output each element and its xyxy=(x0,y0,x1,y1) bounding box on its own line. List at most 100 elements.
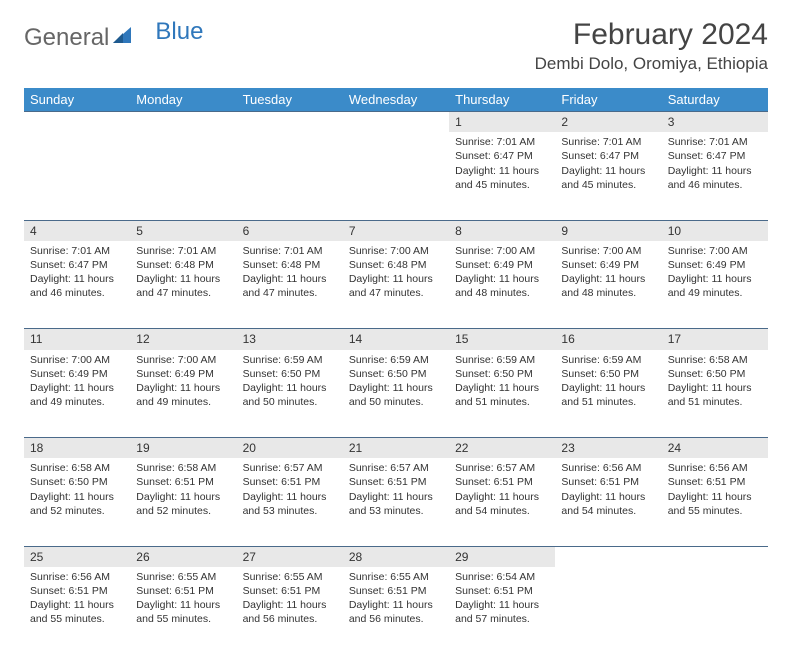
sunset-text: Sunset: 6:51 PM xyxy=(455,475,549,489)
empty-daynum xyxy=(343,112,449,133)
sunrise-text: Sunrise: 6:54 AM xyxy=(455,570,549,584)
content-row: Sunrise: 6:56 AM Sunset: 6:51 PM Daylight:… xyxy=(24,567,768,655)
day-cell: Sunrise: 7:01 AMSunset: 6:48 PMDaylight:… xyxy=(237,241,343,329)
sunset-text: Sunset: 6:49 PM xyxy=(561,258,655,272)
sunset-text: Sunset: 6:51 PM xyxy=(136,475,230,489)
sunset-text: Sunset: 6:49 PM xyxy=(30,367,124,381)
sunset-text: Sunset: 6:50 PM xyxy=(349,367,443,381)
daylight-text: Daylight: 11 hours and 48 minutes. xyxy=(455,272,549,300)
day-cell: Sunrise: 7:01 AMSunset: 6:47 PMDaylight:… xyxy=(555,132,661,220)
daylight-text: Daylight: 11 hours and 52 minutes. xyxy=(136,490,230,518)
day-cell: Sunrise: 6:57 AMSunset: 6:51 PMDaylight:… xyxy=(343,458,449,546)
sunrise-text: Sunrise: 6:56 AM xyxy=(668,461,762,475)
day-number: 8 xyxy=(449,220,555,241)
title-block: February 2024 Dembi Dolo, Oromiya, Ethio… xyxy=(535,18,768,74)
daylight-text: Daylight: 11 hours and 53 minutes. xyxy=(243,490,337,518)
empty-daynum xyxy=(24,112,130,133)
sunrise-text: Sunrise: 6:58 AM xyxy=(30,461,124,475)
sunrise-text: Sunrise: 6:58 AM xyxy=(668,353,762,367)
daylight-text: Daylight: 11 hours and 47 minutes. xyxy=(136,272,230,300)
sunrise-text: Sunrise: 7:01 AM xyxy=(243,244,337,258)
weekday-header: Sunday xyxy=(24,88,130,112)
daylight-text: Daylight: 11 hours and 48 minutes. xyxy=(561,272,655,300)
sunrise-text: Sunrise: 7:00 AM xyxy=(349,244,443,258)
day-number: 25 xyxy=(24,546,130,567)
sunset-text: Sunset: 6:51 PM xyxy=(561,475,655,489)
location: Dembi Dolo, Oromiya, Ethiopia xyxy=(535,54,768,74)
sunrise-text: Sunrise: 6:57 AM xyxy=(349,461,443,475)
sunset-text: Sunset: 6:49 PM xyxy=(455,258,549,272)
sunrise-text: Sunrise: 6:58 AM xyxy=(136,461,230,475)
day-number: 1 xyxy=(449,112,555,133)
day-number: 5 xyxy=(130,220,236,241)
sunset-text: Sunset: 6:51 PM xyxy=(136,584,230,598)
day-number: 20 xyxy=(237,438,343,459)
day-number: 23 xyxy=(555,438,661,459)
sunset-text: Sunset: 6:50 PM xyxy=(455,367,549,381)
empty-cell xyxy=(662,567,768,655)
daylight-text: Daylight: 11 hours and 57 minutes. xyxy=(455,598,549,626)
daylight-text: Daylight: 11 hours and 55 minutes. xyxy=(668,490,762,518)
day-cell: Sunrise: 6:58 AMSunset: 6:50 PMDaylight:… xyxy=(662,350,768,438)
sunset-text: Sunset: 6:50 PM xyxy=(561,367,655,381)
logo: General Blue xyxy=(24,24,203,52)
weekday-header: Tuesday xyxy=(237,88,343,112)
daylight-text: Daylight: 11 hours and 55 minutes. xyxy=(30,598,124,626)
daylight-text: Daylight: 11 hours and 49 minutes. xyxy=(30,381,124,409)
sunset-text: Sunset: 6:51 PM xyxy=(668,475,762,489)
daylight-text: Daylight: 11 hours and 45 minutes. xyxy=(455,164,549,192)
sunset-text: Sunset: 6:51 PM xyxy=(349,584,443,598)
day-number: 14 xyxy=(343,329,449,350)
day-number: 3 xyxy=(662,112,768,133)
sunrise-text: Sunrise: 7:00 AM xyxy=(30,353,124,367)
day-cell: Sunrise: 7:01 AMSunset: 6:48 PMDaylight:… xyxy=(130,241,236,329)
header: General Blue February 2024 Dembi Dolo, O… xyxy=(24,18,768,74)
daynum-row: 18192021222324 xyxy=(24,438,768,459)
sunrise-text: Sunrise: 7:00 AM xyxy=(455,244,549,258)
empty-daynum xyxy=(662,546,768,567)
weekday-header-row: Sunday Monday Tuesday Wednesday Thursday… xyxy=(24,88,768,112)
sunrise-text: Sunrise: 7:01 AM xyxy=(668,135,762,149)
daylight-text: Daylight: 11 hours and 49 minutes. xyxy=(668,272,762,300)
sunrise-text: Sunrise: 6:59 AM xyxy=(349,353,443,367)
sunrise-text: Sunrise: 6:56 AM xyxy=(30,570,124,584)
empty-daynum xyxy=(237,112,343,133)
sunset-text: Sunset: 6:48 PM xyxy=(243,258,337,272)
day-number: 29 xyxy=(449,546,555,567)
weekday-header: Saturday xyxy=(662,88,768,112)
sunset-text: Sunset: 6:47 PM xyxy=(561,149,655,163)
daynum-row: 11121314151617 xyxy=(24,329,768,350)
empty-cell xyxy=(237,132,343,220)
daylight-text: Daylight: 11 hours and 51 minutes. xyxy=(561,381,655,409)
sunset-text: Sunset: 6:47 PM xyxy=(30,258,124,272)
daylight-text: Daylight: 11 hours and 53 minutes. xyxy=(349,490,443,518)
daylight-text: Daylight: 11 hours and 47 minutes. xyxy=(243,272,337,300)
day-number: 26 xyxy=(130,546,236,567)
day-cell: Sunrise: 7:00 AMSunset: 6:49 PMDaylight:… xyxy=(555,241,661,329)
weekday-header: Monday xyxy=(130,88,236,112)
day-cell: Sunrise: 6:55 AMSunset: 6:51 PMDaylight:… xyxy=(343,567,449,655)
weekday-header: Wednesday xyxy=(343,88,449,112)
sunrise-text: Sunrise: 7:00 AM xyxy=(668,244,762,258)
day-cell: Sunrise: 7:00 AMSunset: 6:49 PMDaylight:… xyxy=(449,241,555,329)
day-cell: Sunrise: 6:55 AMSunset: 6:51 PMDaylight:… xyxy=(130,567,236,655)
month-title: February 2024 xyxy=(535,18,768,52)
sunset-text: Sunset: 6:50 PM xyxy=(668,367,762,381)
daylight-text: Daylight: 11 hours and 51 minutes. xyxy=(455,381,549,409)
sunrise-text: Sunrise: 6:59 AM xyxy=(243,353,337,367)
day-cell: Sunrise: 7:00 AMSunset: 6:49 PMDaylight:… xyxy=(130,350,236,438)
day-cell: Sunrise: 6:57 AMSunset: 6:51 PMDaylight:… xyxy=(237,458,343,546)
daylight-text: Daylight: 11 hours and 50 minutes. xyxy=(243,381,337,409)
empty-cell xyxy=(24,132,130,220)
sunrise-text: Sunrise: 7:01 AM xyxy=(30,244,124,258)
content-row: Sunrise: 7:01 AMSunset: 6:47 PMDaylight:… xyxy=(24,132,768,220)
empty-daynum xyxy=(130,112,236,133)
day-cell: Sunrise: 6:56 AMSunset: 6:51 PMDaylight:… xyxy=(662,458,768,546)
day-number: 13 xyxy=(237,329,343,350)
sunset-text: Sunset: 6:47 PM xyxy=(668,149,762,163)
daylight-text: Daylight: 11 hours and 46 minutes. xyxy=(668,164,762,192)
daylight-text: Daylight: 11 hours and 54 minutes. xyxy=(561,490,655,518)
day-number: 27 xyxy=(237,546,343,567)
sunset-text: Sunset: 6:50 PM xyxy=(30,475,124,489)
weekday-header: Thursday xyxy=(449,88,555,112)
